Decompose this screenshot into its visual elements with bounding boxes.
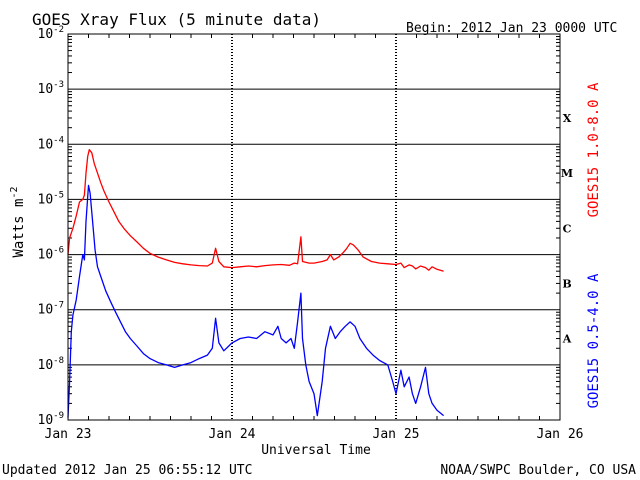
y-tick-label: 10-5 xyxy=(38,190,65,207)
y-tick-base: 10 xyxy=(38,413,54,428)
y-tick-base: 10 xyxy=(38,248,54,263)
y-axis-label-base: Watts m xyxy=(11,199,27,258)
x-tick-label: Jan 26 xyxy=(537,427,584,442)
y-tick-base: 10 xyxy=(38,27,54,42)
chart-title: GOES Xray Flux (5 minute data) xyxy=(32,10,321,29)
y-tick-exp: -3 xyxy=(53,80,64,90)
y-tick-exp: -9 xyxy=(53,411,64,421)
x-tick-label: Jan 23 xyxy=(45,427,92,442)
flare-class-B: B xyxy=(562,277,571,290)
y-tick-label: 10-8 xyxy=(38,356,65,373)
begin-label: Begin: 2012 Jan 23 0000 UTC xyxy=(406,21,617,36)
legend-series-1: GOES15 1.0-8.0 A xyxy=(586,82,602,217)
y-axis-ticks: 10-210-310-410-510-610-710-810-9 xyxy=(38,25,560,428)
y-tick-exp: -7 xyxy=(53,301,64,311)
series-line-1 xyxy=(67,148,444,272)
legend-series-1-label: GOES15 1.0-8.0 A xyxy=(586,82,602,217)
svg-text:Watts m-2: Watts m-2 xyxy=(9,186,27,257)
y-tick-exp: -2 xyxy=(53,25,64,35)
legend-series-2: GOES15 0.5-4.0 A xyxy=(586,273,602,408)
plot-frame xyxy=(67,33,561,421)
y-tick-label: 10-2 xyxy=(38,25,65,42)
flare-class-A: A xyxy=(562,333,572,346)
y-tick-exp: -8 xyxy=(53,356,64,366)
y-tick-base: 10 xyxy=(38,82,54,97)
y-tick-label: 10-6 xyxy=(38,246,65,263)
y-axis-label-exp: -2 xyxy=(9,186,20,198)
y-tick-label: 10-4 xyxy=(38,135,65,152)
updated-label: Updated 2012 Jan 25 06:55:12 UTC xyxy=(2,463,252,478)
legend-series-2-label: GOES15 0.5-4.0 A xyxy=(586,273,602,408)
y-tick-label: 10-9 xyxy=(38,411,65,428)
y-tick-label: 10-7 xyxy=(38,301,65,318)
flare-class-X: X xyxy=(563,112,572,125)
x-axis-ticks: Jan 23 Jan 24 Jan 25 Jan 26 xyxy=(45,34,584,442)
x-tick-label: Jan 24 xyxy=(209,427,256,442)
y-tick-base: 10 xyxy=(38,303,54,318)
credit-label: NOAA/SWPC Boulder, CO USA xyxy=(440,463,636,478)
y-tick-base: 10 xyxy=(38,137,54,152)
series-lines xyxy=(67,148,445,418)
flare-class-labels: X M C B A xyxy=(561,112,573,346)
series-line-2 xyxy=(67,184,445,418)
y-tick-base: 10 xyxy=(38,358,54,373)
y-tick-exp: -5 xyxy=(53,190,64,200)
y-tick-exp: -4 xyxy=(53,135,64,145)
x-axis-label: Universal Time xyxy=(261,443,371,458)
y-tick-label: 10-3 xyxy=(38,80,65,97)
flare-class-C: C xyxy=(563,222,572,235)
y-axis-label: Watts m-2 xyxy=(9,186,27,257)
plot-grid xyxy=(68,33,560,421)
x-tick-label: Jan 25 xyxy=(373,427,420,442)
y-tick-exp: -6 xyxy=(53,246,64,256)
y-tick-base: 10 xyxy=(38,192,54,207)
flare-class-M: M xyxy=(561,167,573,180)
